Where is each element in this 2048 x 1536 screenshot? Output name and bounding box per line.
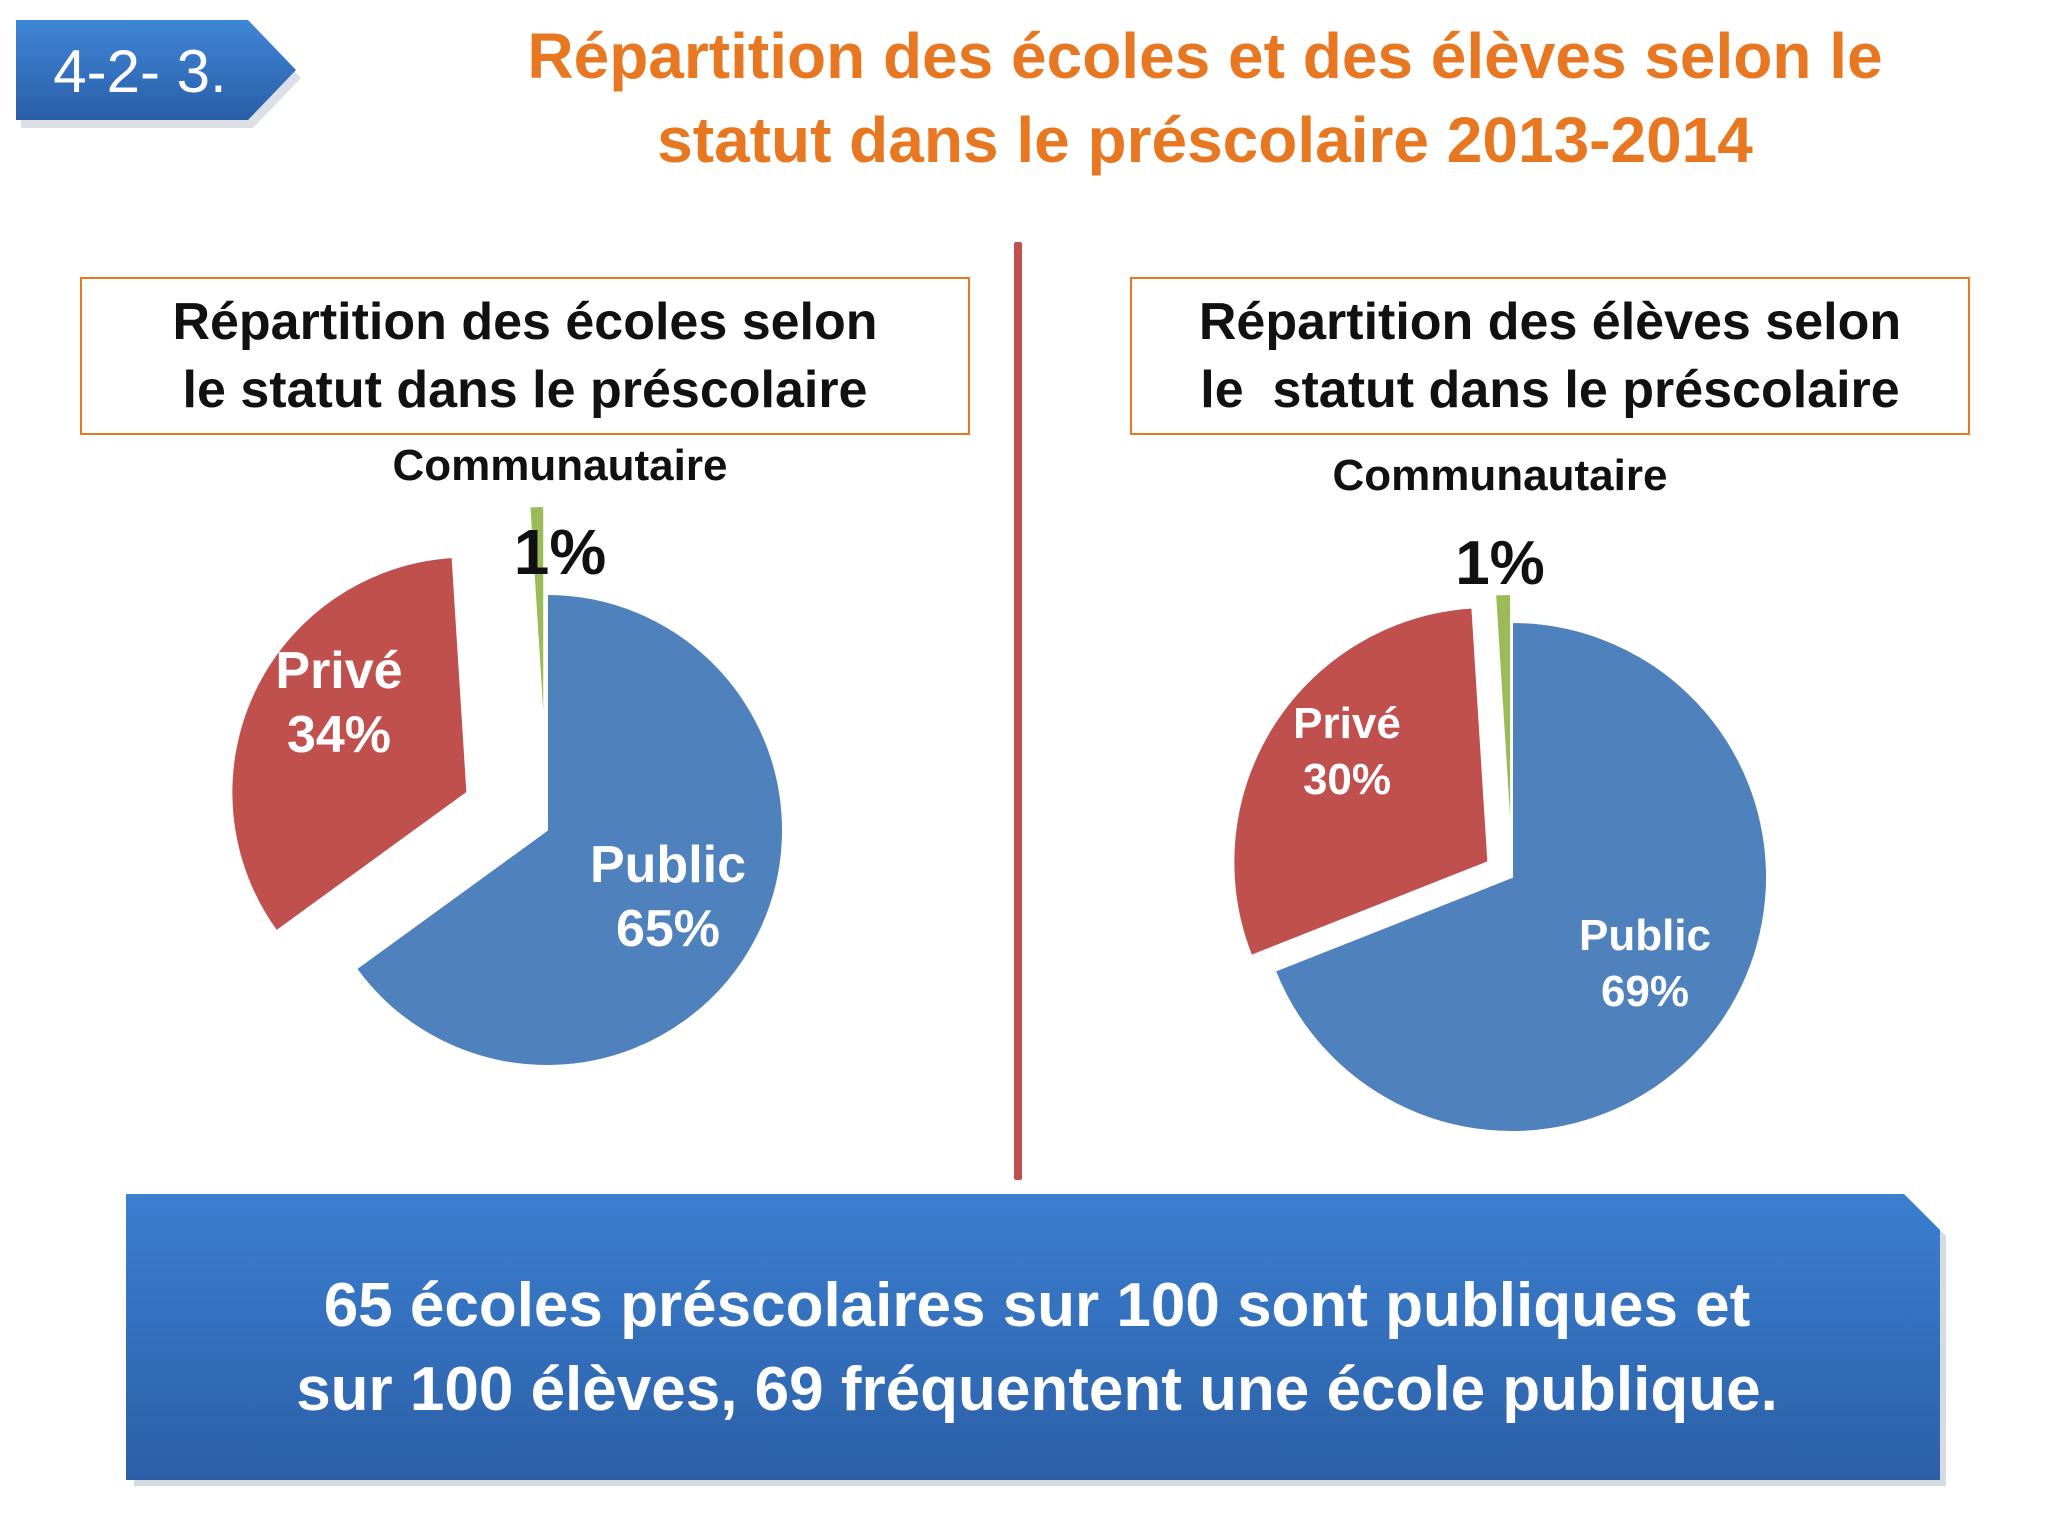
schools-label-prive-name: Privé [275, 642, 402, 700]
students-pie-caption-line-2: le statut dans le préscolaire [1200, 361, 1900, 419]
schools-label-communautaire-value: 1% [514, 516, 607, 588]
students-label-communautaire-value: 1% [1455, 529, 1545, 598]
students-slice-prive [1232, 606, 1490, 958]
section-number-badge: 4-2- 3. [16, 20, 301, 128]
schools-label-public-value: 65% [616, 900, 720, 958]
slide-title-line-2: statut dans le préscolaire 2013-2014 [657, 104, 1753, 176]
students-label-public-name: Public [1579, 911, 1711, 960]
summary-banner [126, 1194, 1946, 1486]
schools-label-public-name: Public [590, 836, 746, 894]
students-label-public-value: 69% [1601, 967, 1689, 1016]
summary-text: 65 écoles préscolaires sur 100 sont publ… [126, 1264, 1948, 1432]
students-label-prive-value: 30% [1303, 755, 1391, 804]
schools-label-prive-value: 34% [287, 706, 391, 764]
schools-slice-communautaire [528, 505, 546, 743]
schools-label-communautaire-name: Communautaire [393, 441, 728, 490]
summary-line-1: 65 écoles préscolaires sur 100 sont publ… [323, 1271, 1751, 1340]
students-label-prive-name: Privé [1293, 699, 1401, 748]
vertical-divider [1014, 242, 1022, 1180]
schools-pie-caption-line-1: Répartition des écoles selon [172, 293, 878, 351]
slide-title-line-1: Répartition des écoles et des élèves sel… [527, 20, 1883, 92]
schools-pie-caption-line-2: le statut dans le préscolaire [182, 361, 868, 419]
students-label-communautaire-name: Communautaire [1333, 451, 1668, 500]
students-pie-caption: Répartition des élèves selon le statut d… [1130, 277, 1970, 435]
section-number: 4-2- 3. [53, 38, 226, 105]
students-slice-communautaire [1494, 593, 1513, 850]
students-pie-caption-line-1: Répartition des élèves selon [1198, 293, 1902, 351]
schools-slice-prive [230, 555, 469, 933]
schools-pie-caption: Répartition des écoles selon le statut d… [80, 277, 970, 435]
students-slice-public [1273, 620, 1768, 1133]
schools-slice-public [354, 592, 784, 1067]
summary-line-2: sur 100 élèves, 69 fréquentent une école… [296, 1355, 1778, 1424]
slide-title: Répartition des écoles et des élèves sel… [420, 14, 1990, 182]
